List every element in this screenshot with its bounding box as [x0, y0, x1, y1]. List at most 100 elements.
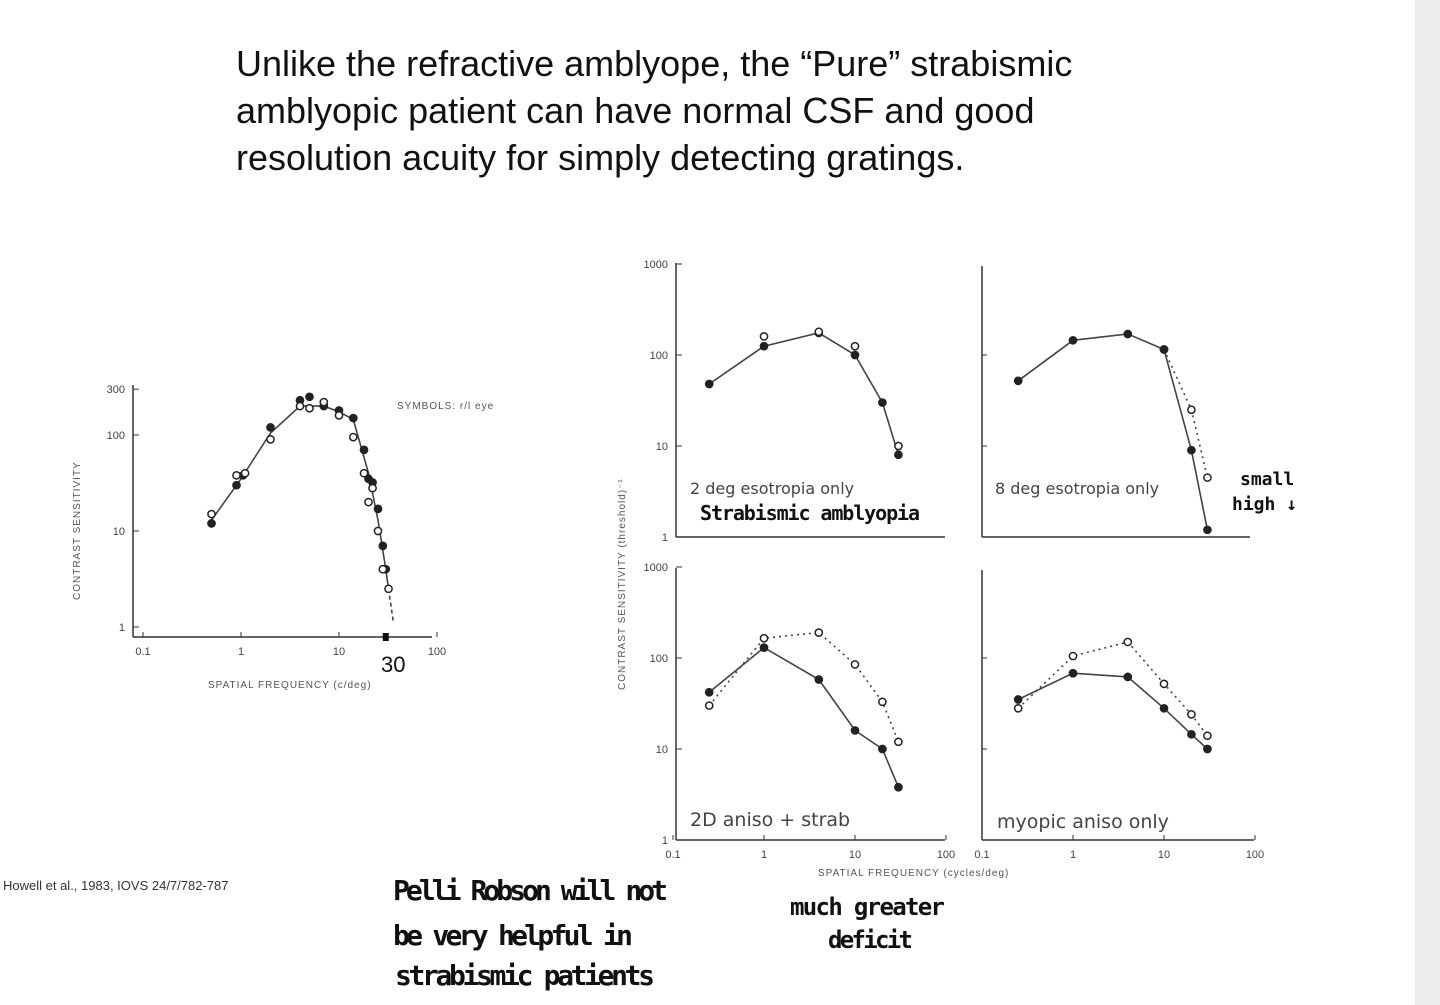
x-marker-30 [382, 633, 389, 641]
solid-series-point [814, 675, 824, 684]
panel-3: 0.1 1 10 100 1 10 100 1000 2D aniso + strab [644, 562, 956, 861]
solid-series-point [1203, 525, 1212, 535]
x-tick-label: 10 [849, 849, 861, 861]
data-point-filled [348, 413, 358, 423]
panels-y-axis-label: CONTRAST SENSITIVITY (threshold)⁻¹ [617, 478, 628, 690]
data-point-filled [378, 541, 388, 551]
y-tick-label: 1 [662, 835, 668, 847]
left-y-axis-label: CONTRAST SENSITIVITY [72, 461, 83, 600]
panel-label: myopic aniso only [997, 811, 1169, 833]
dotted-series-point [1203, 731, 1212, 741]
data-point-open [384, 584, 393, 594]
data-point-filled [207, 519, 216, 528]
title-line: resolution acuity for simply detecting g… [236, 137, 965, 178]
data-point-open [232, 470, 241, 480]
data-point-open [240, 468, 250, 478]
panel-label: 2D aniso + strab [690, 809, 850, 831]
open-point [814, 327, 824, 337]
y-tick-label: 1000 [644, 259, 668, 271]
solid-series-point [704, 687, 714, 697]
dotted-series-line [708, 631, 900, 743]
handwritten-high: high ↓ [1232, 494, 1297, 515]
solid-series-point [1013, 376, 1023, 386]
solid-series-line [1017, 333, 1209, 530]
scrollbar[interactable] [1415, 0, 1440, 1005]
slide-title: Unlike the refractive amblyope, the “Pur… [236, 40, 1236, 181]
legend-symbols: SYMBOLS: r/l eye [397, 401, 494, 412]
panel-label: 2 deg esotropia only [690, 479, 854, 498]
dotted-series-point [1159, 679, 1169, 689]
dotted-series-point [1013, 703, 1023, 713]
solid-series-point [894, 450, 903, 460]
panel-2: 8 deg esotropia only [981, 266, 1250, 538]
solid-series-point [850, 726, 860, 735]
y-tick-label: 1000 [644, 562, 668, 574]
handwritten-deficit-2: deficit [828, 926, 913, 954]
data-point-open [364, 497, 373, 507]
solid-series-point [1187, 445, 1196, 455]
y-tick-label: 10 [656, 744, 668, 756]
handwritten-small: small [1240, 469, 1294, 490]
solid-series-point [1159, 345, 1169, 354]
solid-series-point [1203, 744, 1212, 754]
solid-series-point [850, 350, 860, 360]
dotted-series-point [878, 697, 887, 707]
open-point [850, 341, 860, 351]
handwritten-pelli-2: be very helpful in [393, 919, 633, 952]
left-x-axis-label: SPATIAL FREQUENCY (c/deg) [208, 680, 372, 691]
data-point-open [334, 411, 344, 420]
fit-curve [210, 405, 390, 589]
solid-series-line [1017, 672, 1208, 750]
dotted-series-point [850, 660, 860, 669]
handwritten-strabismic: Strabismic amblyopia [700, 501, 920, 525]
left-csf-chart: 0.1 1 10 100 1 10 100 300 [107, 384, 447, 658]
y-tick-label: 1 [119, 622, 125, 634]
panels-x-axis-label: SPATIAL FREQUENCY (cycles/deg) [818, 868, 1009, 879]
solid-series-point [1159, 703, 1169, 713]
dotted-series-point [759, 633, 769, 643]
data-point-open [373, 526, 383, 536]
data-point-filled [305, 392, 314, 402]
data-point-open [378, 564, 388, 574]
x-tick-label: 0.1 [135, 646, 150, 658]
title-line: Unlike the refractive amblyope, the “Pur… [236, 43, 1073, 84]
dotted-series-point [1068, 651, 1078, 661]
solid-series-point [894, 782, 903, 792]
solid-series-point [878, 744, 887, 754]
open-point [894, 441, 903, 451]
solid-series-line [708, 332, 900, 456]
x-tick-label: 10 [333, 646, 345, 658]
panel-charts: 1 10 100 1000 2 deg esotropia only 8 deg esot… [644, 259, 1265, 861]
handwritten-deficit-1: much greater [790, 893, 945, 921]
x-tick-label: 0.1 [665, 849, 680, 861]
y-tick-label: 10 [656, 441, 668, 453]
data-point-filled [373, 504, 383, 514]
dotted-series-line [1163, 349, 1209, 478]
y-tick-label: 100 [107, 430, 125, 442]
dotted-series-point [1187, 405, 1196, 415]
x-tick-label: 100 [937, 849, 955, 861]
solid-series-point [1013, 695, 1023, 704]
open-point [759, 332, 769, 341]
x-tick-label: 1 [238, 646, 244, 658]
solid-series-point [1123, 329, 1133, 339]
dotted-series-point [1123, 637, 1133, 647]
solid-series-point [1068, 335, 1078, 345]
y-tick-label: 100 [650, 350, 668, 362]
panel-1: 1 10 100 1000 2 deg esotropia only [644, 259, 945, 544]
annotation-30: 30 [381, 652, 405, 677]
solid-series-line [708, 646, 900, 788]
data-point-open [359, 468, 369, 478]
solid-series-point [878, 398, 887, 407]
data-point-open [295, 401, 305, 411]
solid-series-point [1068, 668, 1078, 678]
panel-label: 8 deg esotropia only [995, 479, 1159, 498]
x-tick-label: 0.1 [974, 849, 989, 861]
data-point-filled [359, 445, 369, 455]
citation: Howell et al., 1983, IOVS 24/7/782-787 [3, 878, 228, 893]
solid-series-point [759, 341, 769, 351]
x-tick-label: 100 [1246, 849, 1264, 861]
title-line: amblyopic patient can have normal CSF an… [236, 90, 1035, 131]
x-tick-label: 1 [1070, 849, 1076, 861]
